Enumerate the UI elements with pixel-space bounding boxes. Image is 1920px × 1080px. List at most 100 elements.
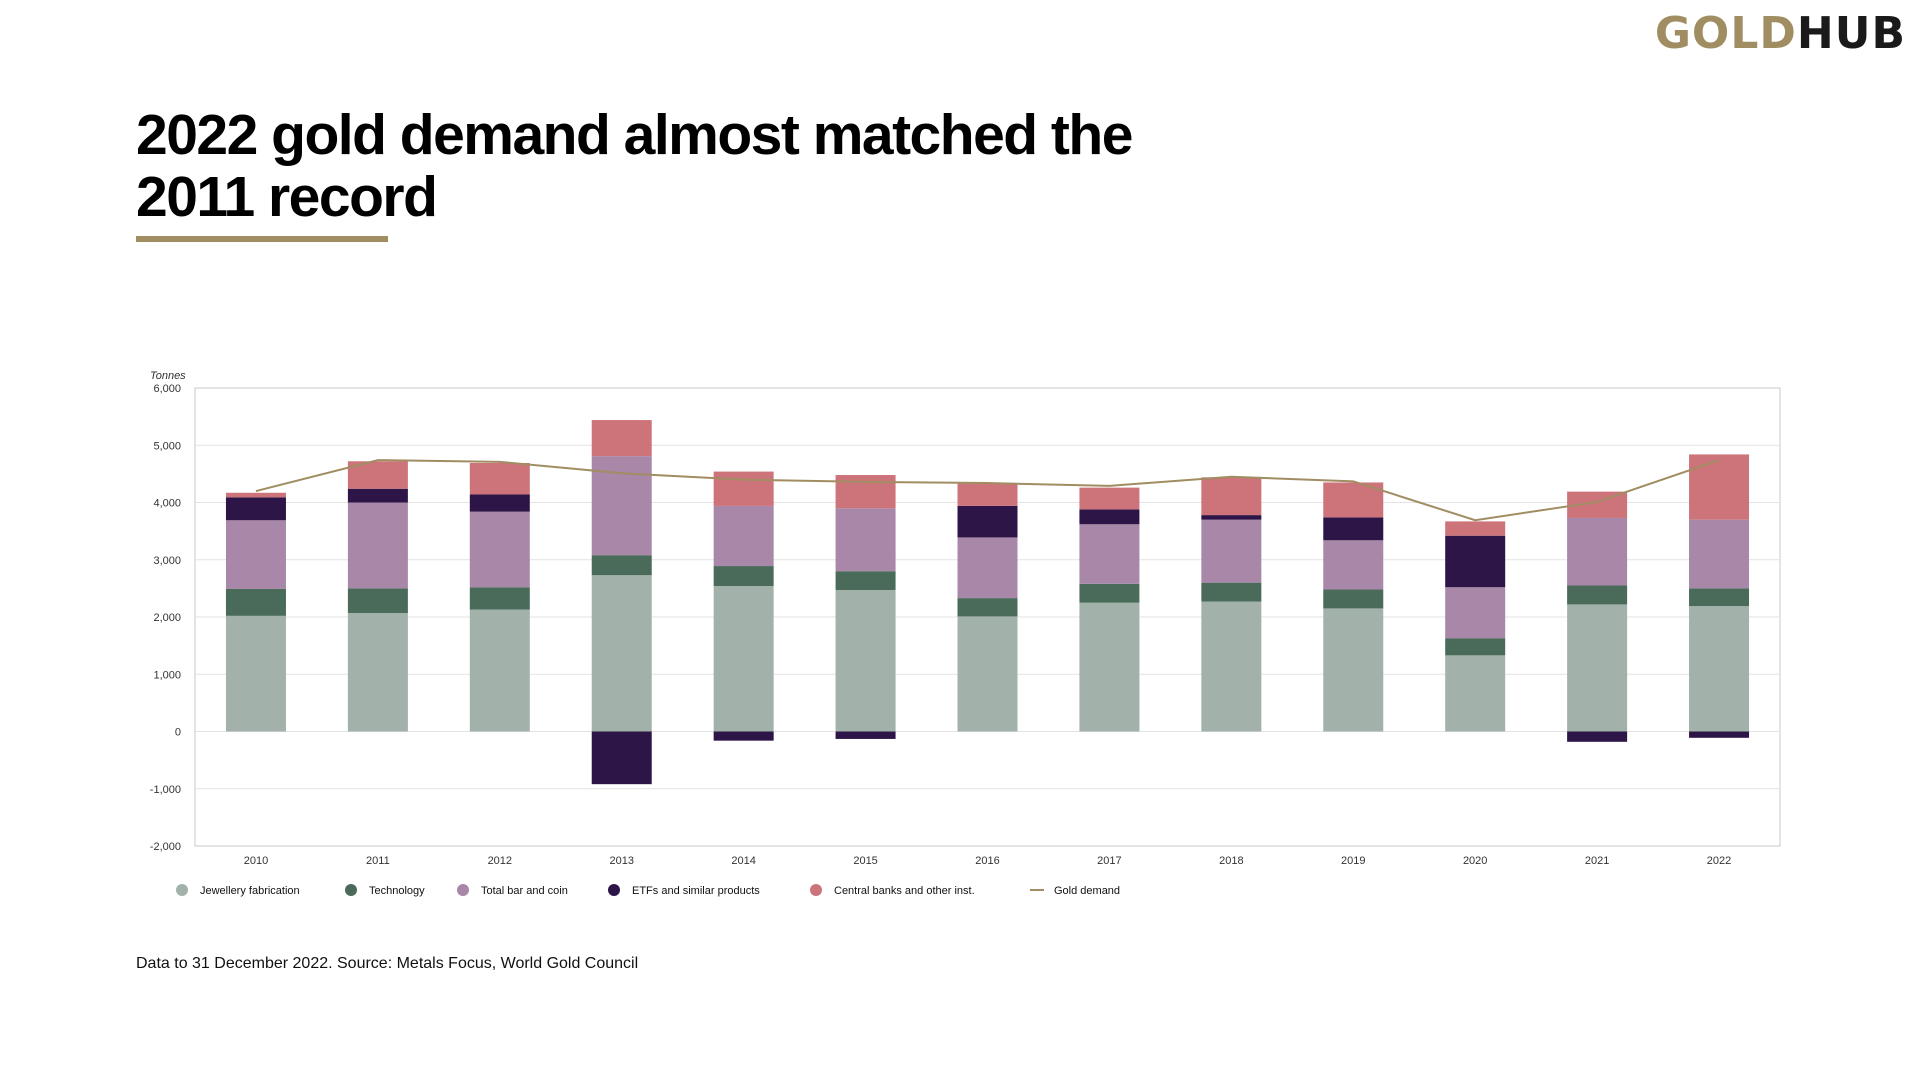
y-tick-label: 1,000 bbox=[153, 669, 181, 681]
x-tick-label-2022: 2022 bbox=[1707, 855, 1731, 867]
bar-segment-etfs-and-similar-products-2012 bbox=[469, 494, 530, 512]
legend-swatch-technology bbox=[345, 884, 357, 896]
bar-segment-technology-2012 bbox=[469, 587, 530, 610]
y-tick-label: -1,000 bbox=[150, 784, 181, 796]
legend-swatch-central-banks-and-other-inst- bbox=[810, 884, 822, 896]
bar-segment-central-banks-and-other-inst--2018 bbox=[1201, 477, 1262, 516]
bar-segment-etfs-and-similar-products-2022 bbox=[1689, 731, 1750, 738]
y-tick-label: 6,000 bbox=[153, 383, 181, 395]
title-underline bbox=[136, 236, 388, 242]
bar-segment-central-banks-and-other-inst--2022 bbox=[1689, 454, 1750, 520]
title-line-1: 2022 gold demand almost matched the bbox=[136, 103, 1133, 167]
logo-hub: HUB bbox=[1796, 8, 1906, 59]
bar-segment-central-banks-and-other-inst--2013 bbox=[591, 420, 652, 457]
legend-swatch-total-bar-and-coin bbox=[457, 884, 469, 896]
y-tick-label: 5,000 bbox=[153, 440, 181, 452]
bar-segment-technology-2022 bbox=[1689, 588, 1750, 607]
bar-segment-technology-2019 bbox=[1323, 589, 1384, 609]
bar-segment-jewellery-fabrication-2015 bbox=[835, 590, 896, 732]
bar-segment-etfs-and-similar-products-2015 bbox=[835, 731, 896, 739]
bar-segment-jewellery-fabrication-2021 bbox=[1567, 604, 1628, 732]
x-tick-label-2010: 2010 bbox=[244, 855, 268, 867]
bar-segment-total-bar-and-coin-2011 bbox=[347, 502, 408, 589]
legend-swatch-etfs-and-similar-products bbox=[608, 884, 620, 896]
bar-segment-total-bar-and-coin-2017 bbox=[1079, 524, 1140, 584]
goldhub-logo[interactable]: GOLDHUB bbox=[1655, 12, 1906, 56]
legend-label-central-banks-and-other-inst-: Central banks and other inst. bbox=[834, 885, 975, 897]
bar-segment-central-banks-and-other-inst--2012 bbox=[469, 462, 530, 495]
y-tick-label: 2,000 bbox=[153, 612, 181, 624]
x-tick-label-2013: 2013 bbox=[609, 855, 633, 867]
legend-label-jewellery-fabrication: Jewellery fabrication bbox=[200, 885, 300, 897]
bar-segment-technology-2013 bbox=[591, 555, 652, 576]
bar-segment-central-banks-and-other-inst--2017 bbox=[1079, 487, 1140, 510]
bar-segment-jewellery-fabrication-2022 bbox=[1689, 606, 1750, 732]
bar-segment-jewellery-fabrication-2011 bbox=[347, 612, 408, 732]
bar-segment-etfs-and-similar-products-2011 bbox=[347, 488, 408, 503]
bar-segment-total-bar-and-coin-2015 bbox=[835, 508, 896, 572]
bar-segment-etfs-and-similar-products-2021 bbox=[1567, 731, 1628, 742]
bar-segment-technology-2014 bbox=[713, 566, 774, 587]
bar-segment-technology-2016 bbox=[957, 598, 1018, 617]
x-tick-label-2012: 2012 bbox=[488, 855, 512, 867]
y-tick-label: 4,000 bbox=[153, 498, 181, 510]
bar-segment-technology-2011 bbox=[347, 588, 408, 613]
bar-segment-etfs-and-similar-products-2020 bbox=[1445, 535, 1506, 588]
bar-segment-jewellery-fabrication-2012 bbox=[469, 609, 530, 732]
bar-segment-technology-2020 bbox=[1445, 638, 1506, 656]
bar-segment-central-banks-and-other-inst--2015 bbox=[835, 475, 896, 509]
bar-segment-jewellery-fabrication-2019 bbox=[1323, 608, 1384, 732]
bar-segment-total-bar-and-coin-2021 bbox=[1567, 517, 1628, 586]
bar-segment-jewellery-fabrication-2013 bbox=[591, 575, 652, 732]
x-tick-label-2021: 2021 bbox=[1585, 855, 1609, 867]
x-tick-label-2018: 2018 bbox=[1219, 855, 1243, 867]
x-tick-label-2015: 2015 bbox=[853, 855, 877, 867]
x-tick-label-2017: 2017 bbox=[1097, 855, 1121, 867]
bar-segment-technology-2021 bbox=[1567, 585, 1628, 605]
bar-segment-jewellery-fabrication-2010 bbox=[225, 615, 286, 732]
legend-swatch-jewellery-fabrication bbox=[176, 884, 188, 896]
bar-segment-total-bar-and-coin-2012 bbox=[469, 511, 530, 588]
y-tick-label: 3,000 bbox=[153, 555, 181, 567]
bar-segment-central-banks-and-other-inst--2014 bbox=[713, 471, 774, 506]
bar-segment-jewellery-fabrication-2016 bbox=[957, 616, 1018, 732]
bar-segment-jewellery-fabrication-2014 bbox=[713, 586, 774, 732]
legend-label-gold-demand: Gold demand bbox=[1054, 885, 1120, 897]
bar-segment-jewellery-fabrication-2017 bbox=[1079, 602, 1140, 732]
bar-segment-etfs-and-similar-products-2018 bbox=[1201, 515, 1262, 520]
x-tick-label-2020: 2020 bbox=[1463, 855, 1487, 867]
legend-label-technology: Technology bbox=[369, 885, 425, 897]
bar-segment-jewellery-fabrication-2018 bbox=[1201, 601, 1262, 732]
bar-segment-technology-2017 bbox=[1079, 583, 1140, 603]
bar-segment-etfs-and-similar-products-2017 bbox=[1079, 509, 1140, 525]
bar-segment-total-bar-and-coin-2016 bbox=[957, 537, 1018, 599]
bar-segment-central-banks-and-other-inst--2010 bbox=[225, 492, 286, 498]
bar-segment-total-bar-and-coin-2022 bbox=[1689, 519, 1750, 589]
x-tick-label-2019: 2019 bbox=[1341, 855, 1365, 867]
bar-segment-technology-2018 bbox=[1201, 582, 1262, 602]
bar-segment-total-bar-and-coin-2018 bbox=[1201, 519, 1262, 583]
bar-segment-etfs-and-similar-products-2014 bbox=[713, 731, 774, 741]
legend-label-total-bar-and-coin: Total bar and coin bbox=[481, 885, 568, 897]
source-footnote: Data to 31 December 2022. Source: Metals… bbox=[136, 955, 639, 972]
logo-gold: GOLD bbox=[1654, 8, 1797, 59]
bar-segment-total-bar-and-coin-2010 bbox=[225, 520, 286, 589]
bar-segment-jewellery-fabrication-2020 bbox=[1445, 655, 1506, 732]
y-tick-label: -2,000 bbox=[150, 841, 181, 853]
title-line-2: 2011 record bbox=[136, 165, 438, 229]
bar-segment-total-bar-and-coin-2014 bbox=[713, 505, 774, 567]
x-tick-label-2014: 2014 bbox=[731, 855, 755, 867]
x-tick-label-2011: 2011 bbox=[366, 855, 390, 867]
legend-label-etfs-and-similar-products: ETFs and similar products bbox=[632, 885, 760, 897]
bar-segment-etfs-and-similar-products-2013 bbox=[591, 731, 652, 785]
gold-demand-chart: -2,000 -1,000 0 1,000 2,000 3,000 4,000 5,000 6,… bbox=[150, 370, 1781, 897]
bar-segment-etfs-and-similar-products-2019 bbox=[1323, 517, 1384, 541]
y-tick-label: 0 bbox=[175, 727, 181, 739]
bar-segment-total-bar-and-coin-2020 bbox=[1445, 587, 1506, 639]
bar-segment-central-banks-and-other-inst--2016 bbox=[957, 483, 1018, 506]
y-axis-label: Tonnes bbox=[150, 370, 186, 382]
bar-segment-technology-2015 bbox=[835, 571, 896, 591]
bar-segment-central-banks-and-other-inst--2020 bbox=[1445, 521, 1506, 536]
bar-segment-etfs-and-similar-products-2010 bbox=[225, 497, 286, 521]
bar-segment-total-bar-and-coin-2019 bbox=[1323, 540, 1384, 590]
